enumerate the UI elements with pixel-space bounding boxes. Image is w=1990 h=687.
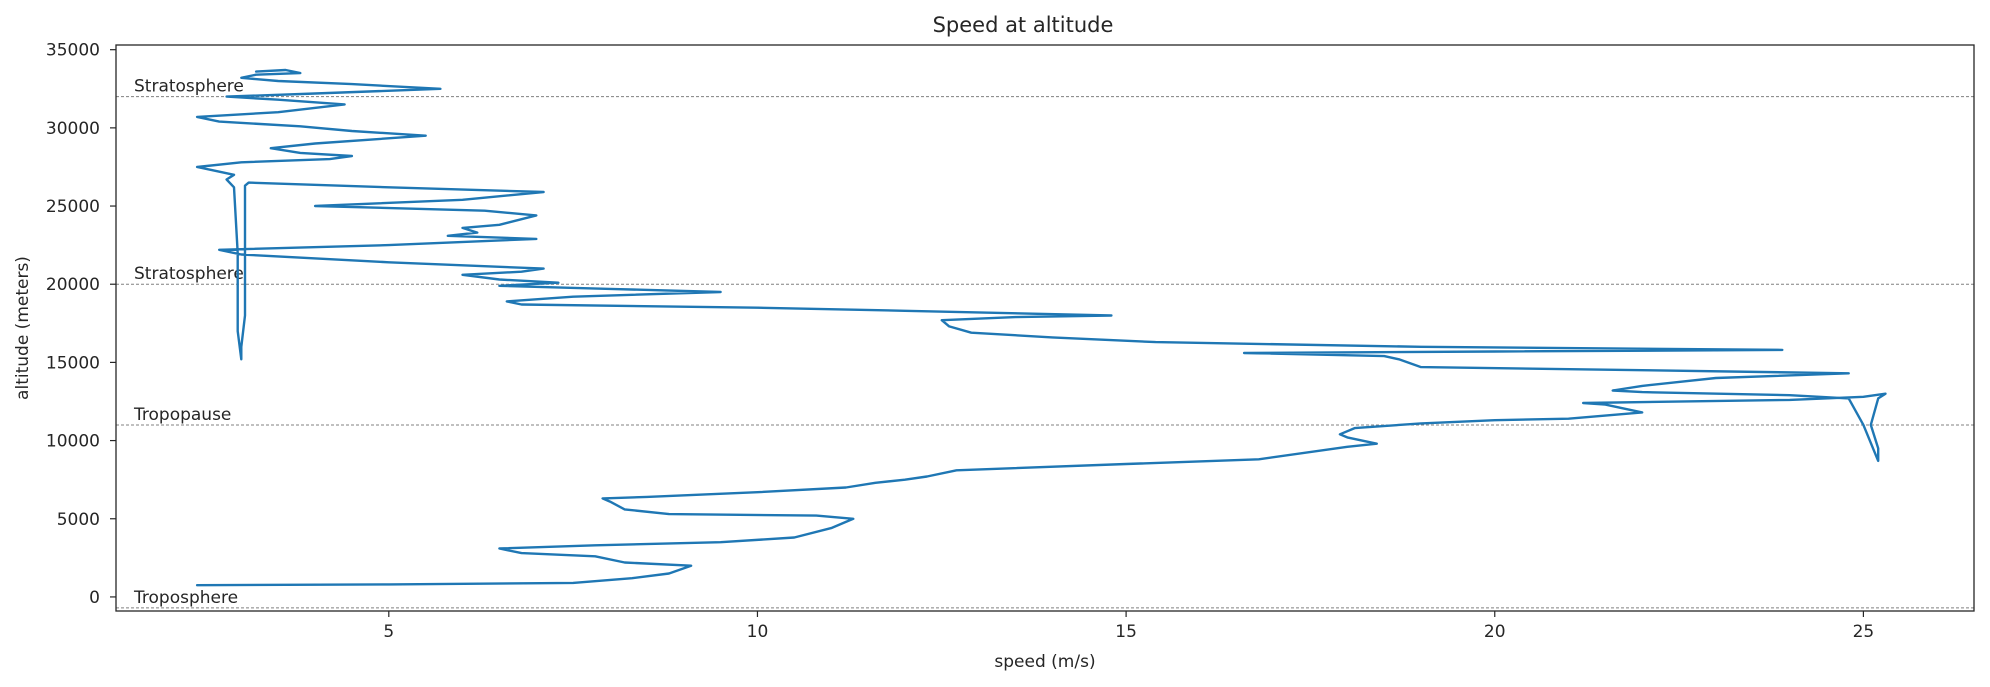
layer-label: Stratosphere [134,77,244,97]
speed-series-line [195,68,1887,587]
chart-title: Speed at altitude [933,13,1114,37]
x-tick-label: 5 [383,622,394,642]
y-tick-label: 25000 [46,197,100,217]
layer-label: Troposphere [133,588,238,608]
y-tick-label: 15000 [46,353,100,373]
y-tick-label: 30000 [46,119,100,139]
y-axis: 0 5000 10000 15000 20000 25000 30000 35000 [46,41,116,608]
x-axis-label: speed (m/s) [994,652,1095,672]
y-tick-label: 35000 [46,41,100,61]
data-series [195,68,1887,587]
x-tick-label: 20 [1484,622,1506,642]
x-tick-label: 25 [1853,622,1875,642]
x-tick-label: 10 [747,622,769,642]
reference-lines: Troposphere Tropopause Stratosphere Stratos… [116,77,1974,609]
x-tick-label: 15 [1115,622,1137,642]
plot-frame [115,44,1975,612]
y-axis-label: altitude (meters) [13,256,33,400]
y-tick-label: 10000 [46,432,100,452]
x-axis: 5 10 15 20 25 [383,611,1874,642]
y-tick-label: 5000 [57,510,100,530]
layer-label: Tropopause [133,405,231,425]
y-tick-label: 20000 [46,275,100,295]
y-tick-label: 0 [89,588,100,608]
layer-label: Stratosphere [134,264,244,284]
